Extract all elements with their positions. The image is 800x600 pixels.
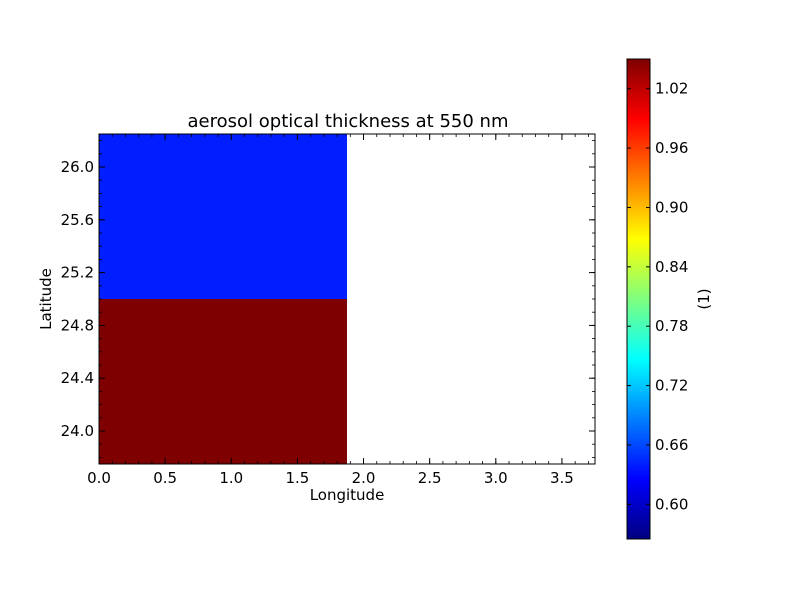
x-tick-label: 0.5 <box>153 469 177 487</box>
colorbar <box>627 59 650 539</box>
colorbar-tick-label: 0.96 <box>655 139 688 157</box>
colorbar-tick-label: 0.60 <box>655 495 688 513</box>
heatmap-cell <box>99 134 347 299</box>
x-tick-label: 3.0 <box>484 469 508 487</box>
colorbar-tick-label: 0.72 <box>655 377 688 395</box>
x-tick-label: 0.0 <box>87 469 111 487</box>
x-tick-label: 1.5 <box>285 469 309 487</box>
x-axis-label: Longitude <box>310 486 385 504</box>
colorbar-tick-label: 1.02 <box>655 80 688 98</box>
heatmap-cell <box>99 299 347 464</box>
x-tick-label: 1.0 <box>219 469 243 487</box>
y-tick-label: 24.0 <box>61 422 94 440</box>
x-tick-label: 2.0 <box>352 469 376 487</box>
y-axis-ticks: 24.0 24.4 24.8 25.2 25.6 26.0 <box>61 140 595 458</box>
colorbar-tick-label: 0.78 <box>655 317 688 335</box>
colorbar-tick-label: 0.90 <box>655 198 688 216</box>
x-tick-label: 2.5 <box>418 469 442 487</box>
y-tick-label: 25.6 <box>61 211 94 229</box>
colorbar-tick-label: 0.66 <box>655 436 688 454</box>
colorbar-tick-label: 0.84 <box>655 258 688 276</box>
y-tick-label: 25.2 <box>61 264 94 282</box>
y-tick-label: 24.8 <box>61 316 94 334</box>
y-axis-label: Latitude <box>37 268 55 330</box>
chart-title: aerosol optical thickness at 550 nm <box>188 111 509 132</box>
heatmap-cells <box>99 134 347 464</box>
x-tick-label: 3.5 <box>550 469 574 487</box>
colorbar-ticks: 0.60 0.66 0.72 0.78 0.84 0.90 0.96 1.02 <box>627 80 688 513</box>
colorbar-label: (1) <box>695 288 713 309</box>
y-tick-label: 26.0 <box>61 158 94 176</box>
colorbar-frame <box>626 58 651 540</box>
x-axis-ticks: 0.0 0.5 1.0 1.5 2.0 2.5 3.0 3.5 <box>87 134 589 487</box>
y-tick-label: 24.4 <box>61 369 94 387</box>
plot-frame <box>98 133 596 465</box>
